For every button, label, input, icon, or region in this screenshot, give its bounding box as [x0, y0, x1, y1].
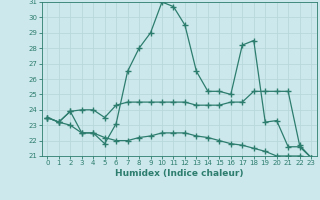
X-axis label: Humidex (Indice chaleur): Humidex (Indice chaleur): [115, 169, 244, 178]
